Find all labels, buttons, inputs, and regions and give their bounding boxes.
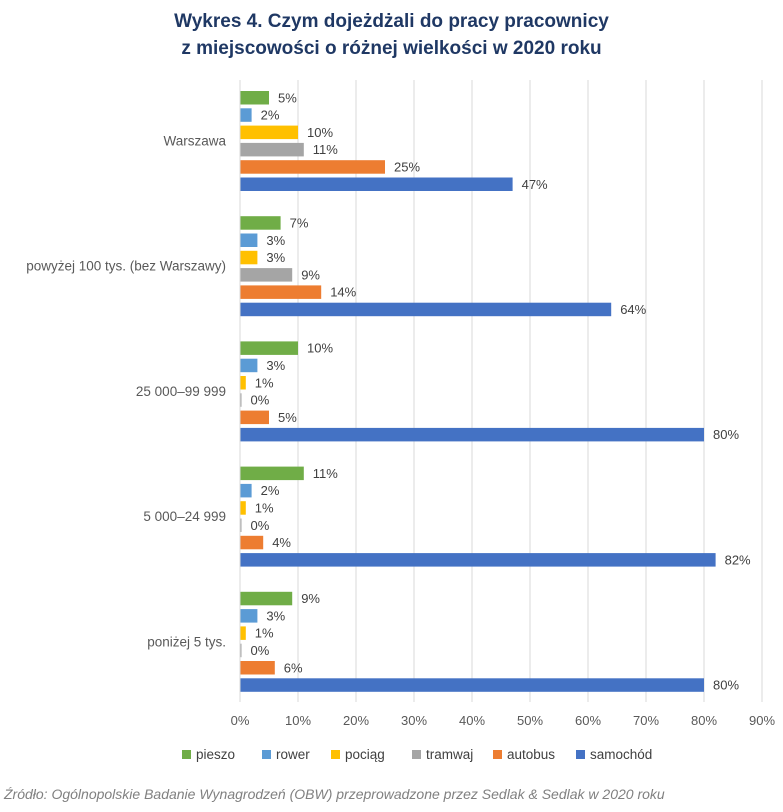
- data-label: 9%: [301, 591, 320, 606]
- data-label: 1%: [255, 626, 274, 641]
- data-label: 1%: [255, 500, 274, 515]
- bar-pieszo: [240, 591, 293, 606]
- x-tick-label: 90%: [749, 713, 775, 728]
- category-label: 5 000–24 999: [143, 509, 226, 524]
- bar-tramwaj: [240, 393, 242, 407]
- data-label: 25%: [394, 159, 420, 174]
- x-tick-label: 60%: [575, 713, 601, 728]
- legend-label: pociąg: [345, 747, 385, 762]
- bar-rower: [240, 233, 258, 247]
- bar-pociąg: [240, 250, 258, 265]
- bar-tramwaj: [240, 518, 242, 532]
- bar-pieszo: [240, 91, 269, 105]
- data-label: 0%: [251, 393, 270, 408]
- data-label: 5%: [278, 410, 297, 425]
- bar-samochód: [240, 427, 704, 442]
- data-label: 11%: [313, 466, 338, 481]
- data-label: 3%: [266, 250, 285, 265]
- data-label: 11%: [313, 142, 338, 157]
- data-label: 10%: [307, 341, 333, 356]
- data-label: 82%: [725, 552, 751, 567]
- data-label: 14%: [330, 285, 356, 300]
- x-tick-label: 20%: [343, 713, 369, 728]
- data-label: 10%: [307, 125, 333, 140]
- x-tick-label: 70%: [633, 713, 659, 728]
- data-label: 1%: [255, 375, 274, 390]
- chart-title: Wykres 4. Czym dojeżdżali do pracy praco…: [0, 8, 783, 62]
- bar-autobus: [240, 535, 264, 550]
- data-label: 2%: [261, 483, 280, 498]
- legend-swatch: [412, 750, 421, 759]
- legend-swatch: [576, 750, 585, 759]
- bar-pieszo: [240, 216, 281, 230]
- data-label: 7%: [290, 215, 309, 230]
- data-label: 64%: [620, 302, 646, 317]
- data-label: 6%: [284, 660, 303, 675]
- legend-swatch: [331, 750, 340, 759]
- category-label: poniżej 5 tys.: [147, 634, 226, 649]
- category-label: powyżej 100 tys. (bez Warszawy): [26, 259, 226, 274]
- legend-swatch: [493, 750, 502, 759]
- bar-tramwaj: [240, 142, 304, 157]
- data-label: 5%: [278, 90, 297, 105]
- data-label: 47%: [522, 177, 548, 192]
- bar-pieszo: [240, 341, 298, 355]
- x-tick-label: 10%: [285, 713, 311, 728]
- chart-title-line-1: Wykres 4. Czym dojeżdżali do pracy praco…: [174, 11, 609, 32]
- category-label: 25 000–99 999: [136, 384, 226, 399]
- bar-samochód: [240, 177, 513, 191]
- bar-pociąg: [240, 501, 246, 515]
- data-label: 0%: [251, 643, 270, 658]
- chart-title-line-2: z miejscowości o różnej wielkości w 2020…: [181, 38, 602, 59]
- x-tick-label: 40%: [459, 713, 485, 728]
- legend-label: rower: [276, 747, 310, 762]
- bar-pociąg: [240, 626, 246, 640]
- bar-rower: [240, 483, 252, 498]
- legend-label: samochód: [590, 747, 652, 762]
- bar-samochód: [240, 678, 704, 692]
- x-tick-label: 80%: [691, 713, 717, 728]
- source-note: Źródło: Ogólnopolskie Badanie Wynagrodze…: [4, 786, 665, 802]
- legend-label: pieszo: [196, 747, 235, 762]
- legend-label: autobus: [507, 747, 555, 762]
- bar-pociąg: [240, 125, 298, 140]
- legend-swatch: [262, 750, 271, 759]
- data-label: 3%: [266, 608, 285, 623]
- data-label: 3%: [266, 233, 285, 248]
- data-label: 80%: [713, 427, 739, 442]
- bar-rower: [240, 358, 258, 373]
- bar-tramwaj: [240, 268, 293, 282]
- bar-pociąg: [240, 376, 246, 390]
- legend-label: tramwaj: [426, 747, 473, 762]
- bar-chart: 0% 10% 20% 30% 40% 50% 60% 70% 80% 90% 5% 2% 10% 11% 2…: [26, 80, 775, 762]
- data-label: 2%: [261, 108, 280, 123]
- bar-autobus: [240, 285, 322, 299]
- x-tick-label: 50%: [517, 713, 543, 728]
- x-tick-label: 0%: [231, 713, 250, 728]
- data-label: 4%: [272, 535, 291, 550]
- bar-samochód: [240, 553, 716, 567]
- legend-swatch: [182, 750, 191, 759]
- data-label: 80%: [713, 678, 739, 693]
- data-label: 9%: [301, 267, 320, 282]
- category-label: Warszawa: [163, 134, 226, 149]
- bar-rower: [240, 609, 258, 623]
- bar-autobus: [240, 410, 269, 425]
- bar-rower: [240, 108, 252, 122]
- bar-tramwaj: [240, 643, 242, 658]
- bar-samochód: [240, 302, 612, 317]
- data-label: 3%: [266, 358, 285, 373]
- x-tick-label: 30%: [401, 713, 427, 728]
- bar-autobus: [240, 661, 275, 675]
- bar-autobus: [240, 160, 385, 174]
- bar-pieszo: [240, 466, 304, 481]
- data-label: 0%: [251, 518, 270, 533]
